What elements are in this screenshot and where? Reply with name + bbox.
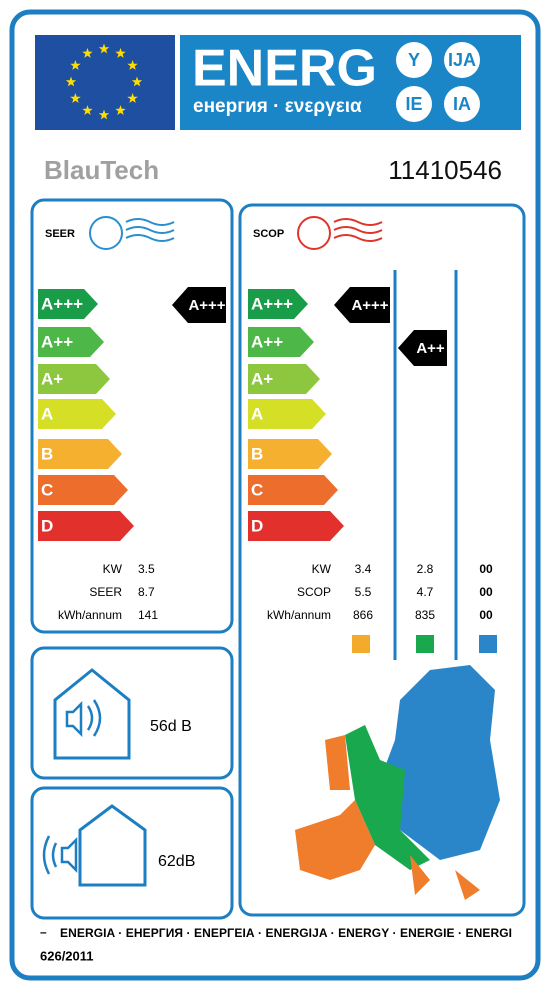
row-value: 141: [138, 608, 158, 622]
heating-panel: [238, 203, 526, 917]
row-value: 00: [479, 585, 493, 599]
header-subtitle: енергия · ενεργεια: [193, 96, 362, 117]
class-label: C: [41, 480, 53, 499]
cooling-panel: [30, 198, 234, 634]
row-value: 00: [479, 562, 493, 576]
europe-map: [295, 665, 500, 900]
class-arrow: [248, 439, 332, 469]
cooling-label: SEER: [45, 228, 75, 240]
house-icon: [78, 804, 147, 887]
class-arrow: [38, 289, 98, 319]
star: [82, 105, 93, 115]
fan-icon-red: [297, 216, 383, 250]
class-label: A+++: [251, 294, 293, 313]
row-label: SEER: [89, 585, 122, 599]
row-value: 4.7: [417, 585, 434, 599]
class-label: C: [251, 480, 263, 499]
row-value: 00: [479, 608, 493, 622]
star: [65, 76, 77, 87]
suffix: IA: [453, 94, 471, 114]
class-label: A+++: [41, 294, 83, 313]
rating-label: A+++: [188, 297, 225, 314]
suffix-circle: [444, 42, 480, 78]
row-label: KW: [103, 562, 123, 576]
suffix-circle: [396, 42, 432, 78]
class-arrow: [38, 327, 104, 357]
class-label: B: [251, 444, 263, 463]
row-label: KW: [312, 562, 332, 576]
star: [115, 47, 126, 58]
suffix: IE: [405, 94, 422, 114]
speaker-icon: [42, 835, 78, 875]
row-value: 835: [415, 608, 435, 622]
class-label: A+: [251, 369, 273, 388]
zone-warm: [352, 635, 370, 653]
class-arrow: [248, 399, 326, 429]
star: [70, 93, 81, 103]
header-word: ENERG: [192, 40, 377, 98]
rating-label: A++: [416, 340, 445, 357]
class-label: A: [41, 404, 53, 423]
class-arrow: [248, 289, 308, 319]
speaker-icon: [65, 699, 102, 738]
outdoor-noise: 62dB: [158, 853, 195, 870]
class-arrow: [248, 327, 314, 357]
row-label: SCOP: [297, 585, 331, 599]
class-arrow: [248, 511, 344, 541]
house-icon: [53, 668, 131, 760]
class-label: A++: [41, 332, 73, 351]
star: [127, 93, 138, 103]
class-label: D: [41, 516, 53, 535]
row-value: 3.5: [138, 562, 155, 576]
model: 11410546: [388, 155, 502, 185]
outdoor-noise-panel: [30, 786, 234, 920]
regulation: 626/2011: [40, 948, 94, 963]
indoor-noise-panel: [30, 646, 234, 780]
footer-languages: ENERGIA · ЕНЕРГИЯ · ΕΝΕΡΓΕΙΑ · ENERGIJA …: [60, 926, 512, 940]
row-value: 3.4: [355, 562, 372, 576]
rating-arrow: [172, 287, 226, 323]
class-label: A: [251, 404, 263, 423]
rating-label: A+++: [351, 297, 388, 314]
suffix: IJA: [448, 50, 476, 70]
row-value: 5.5: [355, 585, 372, 599]
row-label: kWh/annum: [58, 608, 122, 622]
class-label: D: [251, 516, 263, 535]
class-arrow: [38, 475, 128, 505]
fan-icon-blue: [89, 216, 175, 250]
class-arrow: [38, 399, 116, 429]
star: [127, 60, 138, 70]
class-arrow: [38, 439, 122, 469]
class-label: A+: [41, 369, 63, 388]
row-label: kWh/annum: [267, 608, 331, 622]
brand: BlauTech: [44, 155, 159, 185]
row-value: 2.8: [417, 562, 434, 576]
star: [115, 105, 126, 115]
suffix: Y: [408, 50, 420, 70]
star: [70, 60, 81, 70]
suffix-circle: [396, 86, 432, 122]
star: [98, 43, 110, 54]
class-arrow: [38, 511, 134, 541]
class-arrow: [38, 364, 110, 394]
class-arrow: [248, 364, 320, 394]
rating-arrow: [398, 330, 447, 366]
class-label: A++: [251, 332, 283, 351]
row-value: 8.7: [138, 585, 155, 599]
rating-arrow: [334, 287, 390, 323]
class-label: B: [41, 444, 53, 463]
star: [82, 47, 93, 58]
indoor-noise: 56d B: [150, 718, 192, 735]
eu-stars: [65, 43, 143, 120]
star: [98, 109, 110, 120]
zone-cold: [479, 635, 497, 653]
row-value: 866: [353, 608, 373, 622]
zone-average: [416, 635, 434, 653]
class-arrow: [248, 475, 338, 505]
dash: –: [40, 925, 47, 939]
heating-label: SCOP: [253, 228, 284, 240]
star: [131, 76, 143, 87]
suffix-circle: [444, 86, 480, 122]
